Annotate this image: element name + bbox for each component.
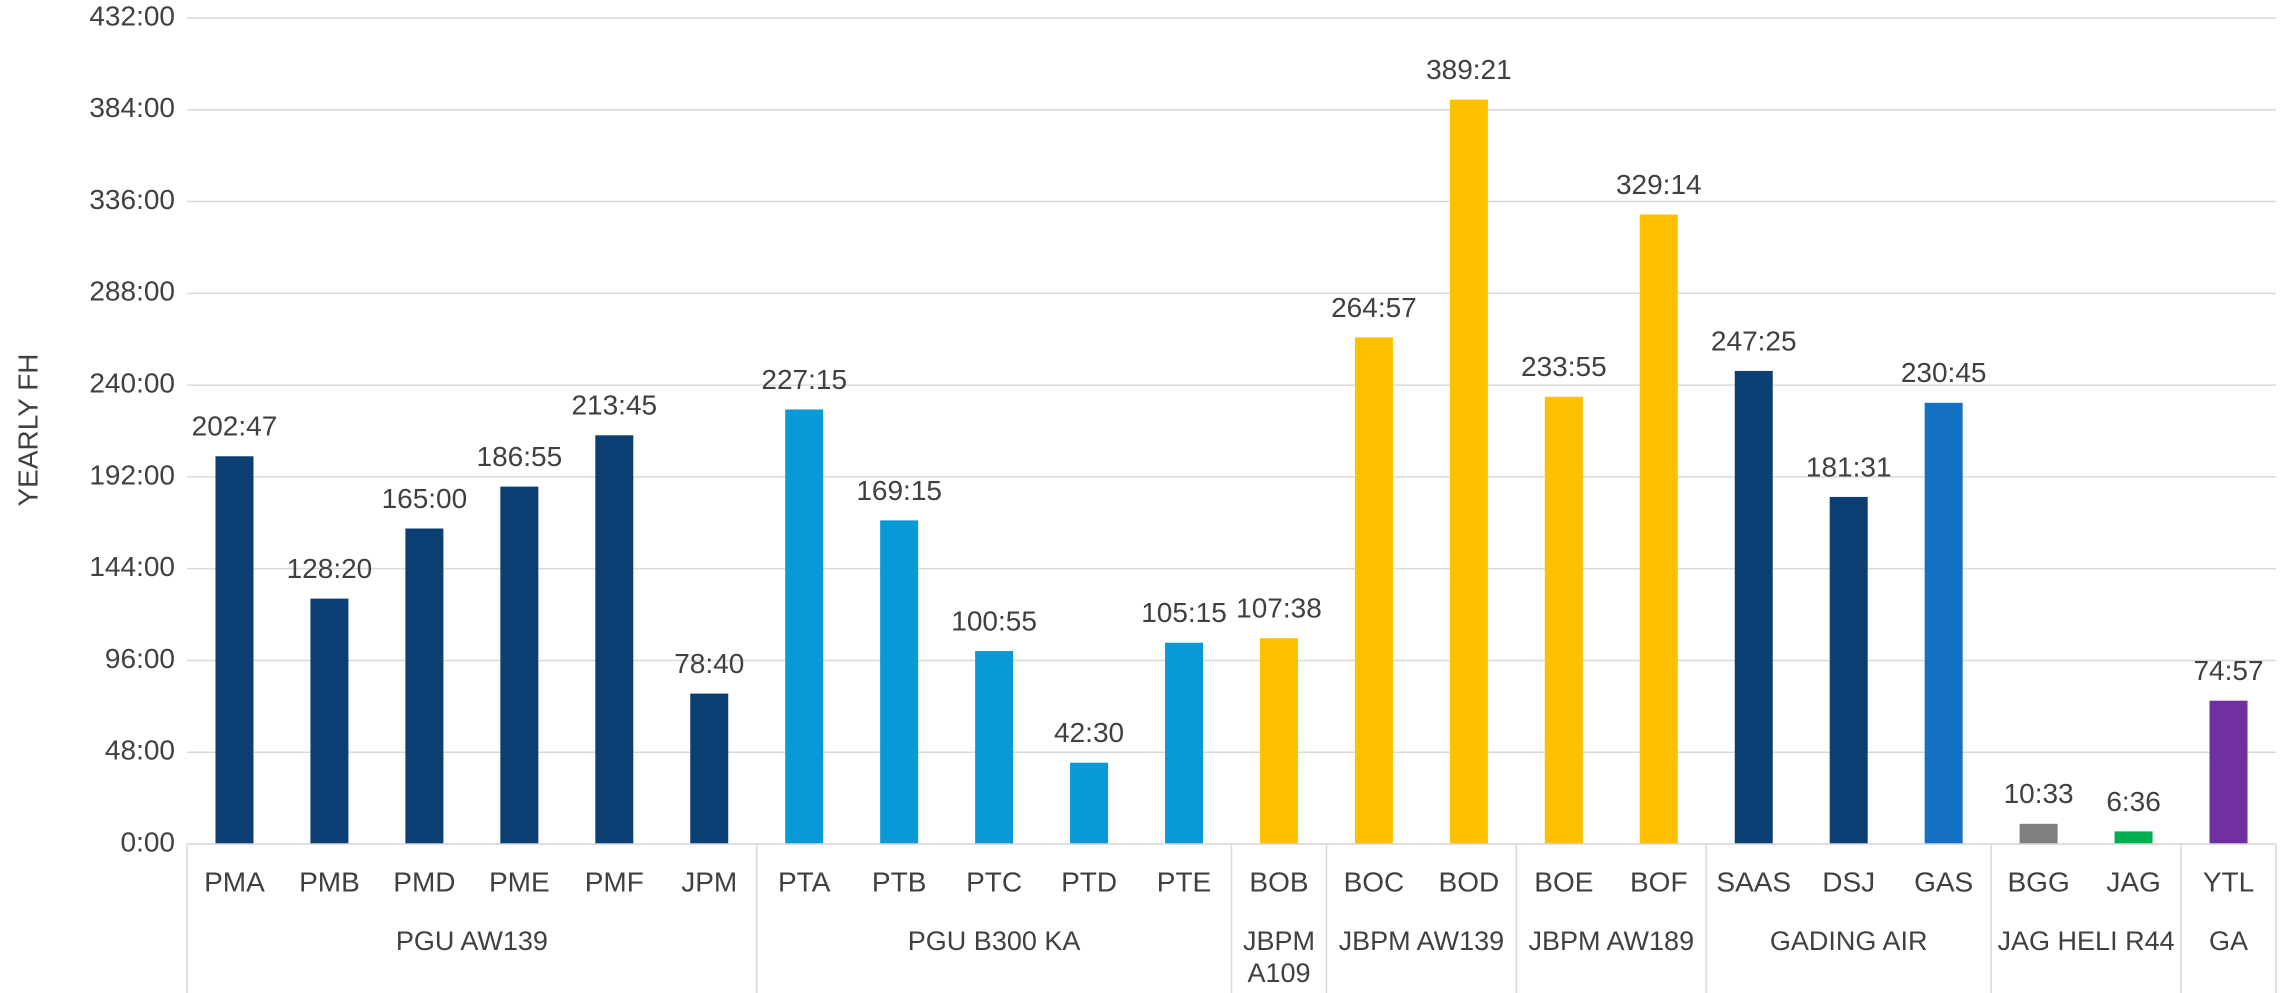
x-tick-label: PMF bbox=[585, 866, 644, 897]
y-axis-label: YEARLY FH bbox=[12, 353, 43, 506]
bar bbox=[2209, 700, 2248, 844]
bar bbox=[880, 520, 919, 844]
data-label: 165:00 bbox=[382, 483, 468, 514]
group-label: GA bbox=[2209, 926, 2249, 956]
bar bbox=[1070, 762, 1109, 844]
bar bbox=[1544, 396, 1583, 844]
data-label: 6:36 bbox=[2106, 786, 2161, 817]
data-label: 230:45 bbox=[1901, 357, 1987, 388]
y-tick-label: 432:00 bbox=[89, 0, 175, 31]
x-tick-label: BOB bbox=[1249, 866, 1308, 897]
x-tick-label: PMB bbox=[299, 866, 360, 897]
data-label: 105:15 bbox=[1141, 597, 1227, 628]
data-label: 100:55 bbox=[951, 605, 1037, 636]
data-label: 202:47 bbox=[192, 411, 278, 442]
y-tick-label: 48:00 bbox=[105, 735, 175, 766]
x-tick-label: SAAS bbox=[1716, 866, 1791, 897]
y-tick-label: 336:00 bbox=[89, 184, 175, 215]
data-label: 233:55 bbox=[1521, 351, 1607, 382]
data-label: 186:55 bbox=[477, 441, 563, 472]
y-tick-label: 192:00 bbox=[89, 459, 175, 490]
x-tick-label: GAS bbox=[1914, 866, 1973, 897]
bar bbox=[785, 409, 824, 844]
x-tick-label: PTC bbox=[966, 866, 1022, 897]
bar bbox=[690, 693, 729, 844]
data-label: 169:15 bbox=[856, 475, 942, 506]
bar bbox=[215, 456, 254, 844]
bar bbox=[1354, 337, 1393, 844]
group-label: PGU B300 KA bbox=[907, 926, 1081, 956]
x-tick-label: YTL bbox=[2203, 866, 2254, 897]
data-label: 329:14 bbox=[1616, 169, 1702, 200]
bar bbox=[595, 435, 634, 844]
x-tick-label: BGG bbox=[2007, 866, 2069, 897]
x-tick-label: JPM bbox=[681, 866, 737, 897]
y-tick-label: 0:00 bbox=[121, 826, 176, 857]
x-tick-label: PMD bbox=[393, 866, 455, 897]
x-tick-label: JAG bbox=[2106, 866, 2160, 897]
y-tick-label: 288:00 bbox=[89, 276, 175, 307]
x-tick-label: PTD bbox=[1061, 866, 1117, 897]
x-tick-label: BOD bbox=[1439, 866, 1500, 897]
group-label: GADING AIR bbox=[1769, 926, 1928, 956]
data-label: 227:15 bbox=[761, 364, 847, 395]
data-label: 389:21 bbox=[1426, 54, 1512, 85]
x-tick-label: PTB bbox=[872, 866, 926, 897]
bar bbox=[1924, 402, 1963, 844]
x-tick-label: BOC bbox=[1344, 866, 1405, 897]
y-tick-label: 240:00 bbox=[89, 368, 175, 399]
data-label: 78:40 bbox=[674, 648, 744, 679]
group-label: JAG HELI R44 bbox=[1997, 926, 2175, 956]
x-tick-label: PMA bbox=[204, 866, 265, 897]
data-label: 74:57 bbox=[2193, 655, 2263, 686]
data-label: 213:45 bbox=[571, 390, 657, 421]
x-tick-label: BOF bbox=[1630, 866, 1688, 897]
group-label: JBPM AW139 bbox=[1338, 926, 1505, 956]
bar bbox=[1829, 496, 1868, 844]
data-label: 10:33 bbox=[2004, 778, 2074, 809]
group-label: PGU AW139 bbox=[395, 926, 548, 956]
y-tick-label: 384:00 bbox=[89, 92, 175, 123]
bar bbox=[975, 651, 1014, 844]
data-label: 107:38 bbox=[1236, 593, 1322, 624]
bar bbox=[2114, 831, 2153, 844]
bar bbox=[1259, 638, 1298, 844]
x-tick-label: PTE bbox=[1157, 866, 1211, 897]
bar bbox=[1165, 642, 1204, 844]
group-label: JBPM A109 bbox=[1242, 926, 1315, 988]
x-tick-label: PTA bbox=[778, 866, 831, 897]
x-tick-label: BOE bbox=[1534, 866, 1593, 897]
data-label: 247:25 bbox=[1711, 325, 1797, 356]
bar bbox=[1639, 214, 1678, 844]
y-tick-label: 96:00 bbox=[105, 643, 175, 674]
bar bbox=[310, 598, 349, 844]
bar bbox=[1734, 370, 1773, 844]
x-tick-label: DSJ bbox=[1822, 866, 1875, 897]
data-label: 42:30 bbox=[1054, 717, 1124, 748]
y-tick-label: 144:00 bbox=[89, 551, 175, 582]
bar bbox=[1449, 99, 1488, 844]
bar bbox=[405, 528, 444, 844]
group-label: JBPM AW189 bbox=[1528, 926, 1695, 956]
bar bbox=[2019, 823, 2058, 844]
data-label: 264:57 bbox=[1331, 292, 1417, 323]
data-label: 181:31 bbox=[1806, 451, 1892, 482]
data-label: 128:20 bbox=[287, 553, 373, 584]
x-tick-label: PME bbox=[489, 866, 550, 897]
bar bbox=[500, 486, 539, 844]
